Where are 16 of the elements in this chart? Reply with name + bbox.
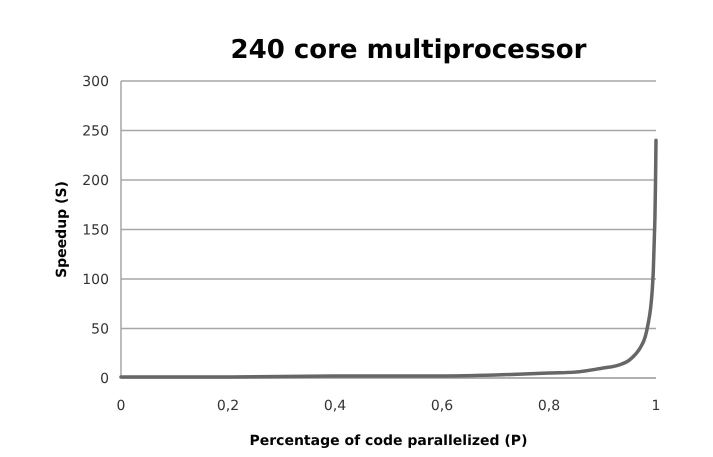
x-tick-label: 0,4: [324, 398, 346, 414]
y-tick-label: 0: [100, 370, 109, 387]
x-tick-label: 1: [652, 398, 660, 414]
x-tick-label: 0,6: [430, 398, 454, 414]
x-axis-title: Percentage of code parallelized (P): [250, 433, 528, 449]
x-tick-label: 0,8: [538, 398, 560, 414]
y-tick-label: 300: [82, 74, 109, 90]
y-tick-label: 50: [91, 321, 109, 338]
x-tick-label: 0,2: [216, 398, 240, 414]
y-tick-label: 100: [82, 272, 109, 288]
y-tick-label: 150: [82, 222, 109, 238]
y-tick-label: 250: [82, 123, 109, 140]
chart-title: 240 core multiprocessor: [230, 35, 587, 65]
x-tick-label: 0: [116, 398, 126, 414]
y-tick-label: 200: [82, 172, 109, 189]
y-axis-title: Speedup (S): [54, 181, 70, 278]
